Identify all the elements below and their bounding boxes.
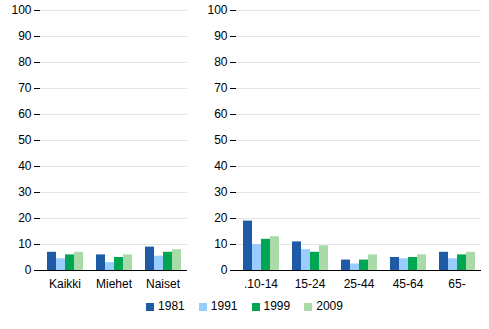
svg-text:70: 70 xyxy=(214,81,228,95)
svg-text:Miehet: Miehet xyxy=(96,277,133,291)
svg-text:20: 20 xyxy=(18,211,32,225)
svg-text:10: 10 xyxy=(214,237,228,251)
svg-text:70: 70 xyxy=(18,81,32,95)
svg-text:40: 40 xyxy=(18,159,32,173)
html-text:1999: 1999 xyxy=(263,299,291,313)
html-text:1991: 1991 xyxy=(210,299,238,313)
svg-text:30: 30 xyxy=(18,185,32,199)
svg-text:60: 60 xyxy=(214,107,228,121)
svg-text:90: 90 xyxy=(214,29,228,43)
svg-text:50: 50 xyxy=(214,133,228,147)
svg-text:30: 30 xyxy=(214,185,228,199)
svg-text:25-44: 25-44 xyxy=(344,277,375,291)
svg-text:80: 80 xyxy=(214,55,228,69)
svg-text:Kaikki: Kaikki xyxy=(49,277,81,291)
svg-text:40: 40 xyxy=(214,159,228,173)
svg-text:65-: 65- xyxy=(448,277,465,291)
svg-text:80: 80 xyxy=(18,55,32,69)
svg-text:15-24: 15-24 xyxy=(295,277,326,291)
svg-text:100: 100 xyxy=(207,3,227,17)
svg-text:50: 50 xyxy=(18,133,32,147)
html-text:1981: 1981 xyxy=(158,299,185,313)
svg-text:0: 0 xyxy=(221,263,228,277)
svg-text:45-64: 45-64 xyxy=(393,277,424,291)
svg-text:100: 100 xyxy=(11,3,31,17)
svg-text:Naiset: Naiset xyxy=(146,277,181,291)
svg-text:0: 0 xyxy=(25,263,32,277)
svg-text:20: 20 xyxy=(214,211,228,225)
svg-text:60: 60 xyxy=(18,107,32,121)
html-text:2009: 2009 xyxy=(316,299,343,313)
svg-text:90: 90 xyxy=(18,29,32,43)
svg-text:.10-14: .10-14 xyxy=(244,277,278,291)
svg-text:10: 10 xyxy=(18,237,32,251)
